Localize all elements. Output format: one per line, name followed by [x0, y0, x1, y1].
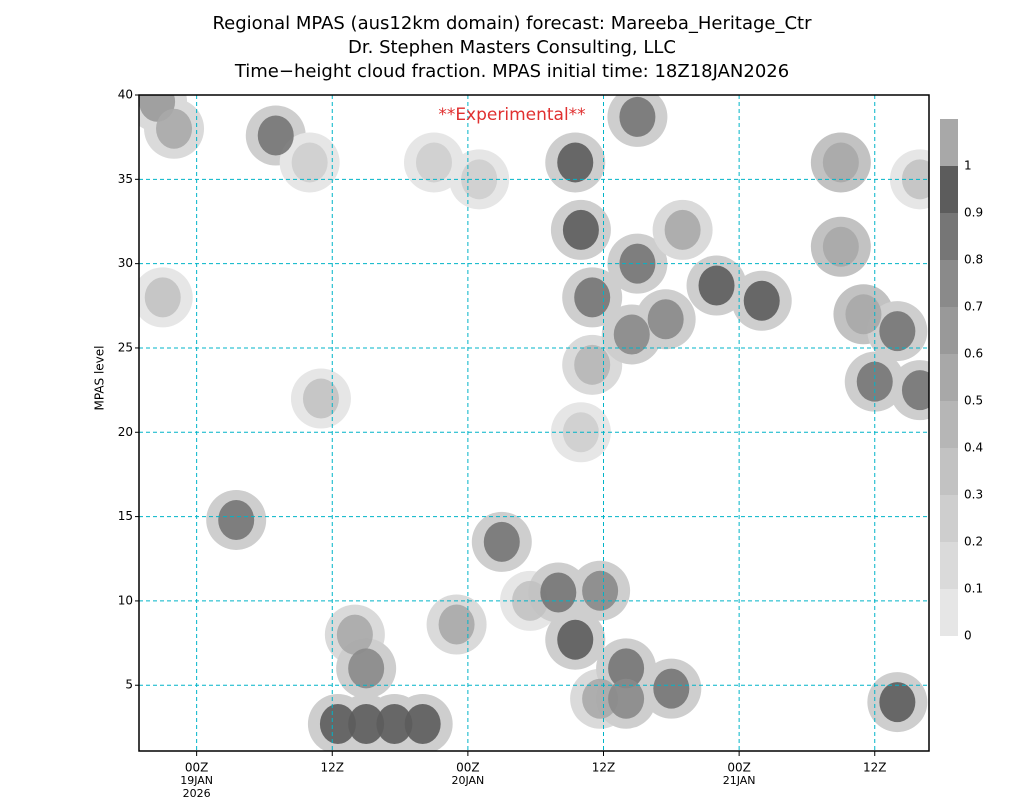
cloud-cell	[302, 378, 339, 419]
plot-frame	[138, 94, 930, 752]
x-date-label: 20JAN	[451, 774, 484, 787]
cloud-cell	[856, 361, 893, 402]
colorbar-label: 0.5	[964, 394, 983, 408]
cloud-cell	[562, 209, 599, 250]
cloud-cell	[743, 280, 780, 321]
colorbar-swatch	[940, 542, 958, 589]
cloud-cell	[879, 682, 916, 723]
y-tick-label: 35	[118, 172, 133, 186]
cloud-cell	[619, 96, 656, 137]
colorbar-label: 0.4	[964, 441, 983, 455]
y-tick-label: 40	[118, 88, 133, 102]
colorbar-swatch	[940, 213, 958, 260]
x-tick-label: 00Z	[456, 761, 480, 775]
y-tick-label: 5	[125, 678, 133, 692]
colorbar-swatch	[940, 260, 958, 307]
cloud-cell	[144, 277, 181, 318]
cloud-cell	[348, 704, 385, 745]
x-date-label: 21JAN	[723, 774, 756, 787]
colorbar-swatch	[940, 307, 958, 354]
cloud-cell	[582, 678, 619, 719]
cloud-cell	[698, 265, 735, 306]
colorbar-label: 0.1	[964, 582, 983, 596]
y-tick-label: 10	[118, 593, 133, 607]
cloud-cell	[376, 704, 413, 745]
cloud-cell	[348, 648, 385, 689]
cloud-cell	[608, 648, 645, 689]
x-tick-label: 12Z	[863, 761, 887, 775]
x-date-label: 19JAN	[180, 774, 213, 787]
annotation: **Experimental**	[438, 105, 585, 125]
cloud-cell	[415, 142, 452, 183]
y-tick-label: 15	[118, 509, 133, 523]
colorbar-label: 0.8	[964, 253, 983, 267]
cloud-cell	[257, 115, 294, 156]
cloud-cell	[608, 678, 645, 719]
chart-title: Regional MPAS (aus12km domain) forecast:…	[212, 13, 812, 34]
cloud-cell	[574, 277, 611, 318]
colorbar-label: 0	[964, 629, 972, 643]
cloud-cell	[879, 311, 916, 352]
cloud-cell	[845, 294, 882, 335]
cloud-cell	[901, 370, 929, 411]
cloud-cell	[901, 159, 929, 200]
colorbar-label: 0.6	[964, 347, 983, 361]
y-axis-label: MPAS level	[93, 346, 107, 411]
colorbar-swatch	[940, 166, 958, 213]
colorbar-label: 0.3	[964, 488, 983, 502]
chart-subtitle: Time−height cloud fraction. MPAS initial…	[234, 61, 789, 82]
cloud-cell	[218, 499, 255, 540]
cloud-cell	[653, 668, 690, 709]
x-tick-label: 00Z	[185, 761, 209, 775]
cloud-cell	[512, 580, 549, 621]
cloud-cell	[404, 704, 441, 745]
cloud-cell	[647, 299, 684, 340]
x-date-label: 2026	[183, 787, 211, 800]
colorbar-swatch	[940, 354, 958, 401]
x-tick-label: 00Z	[727, 761, 751, 775]
colorbar-swatch	[940, 448, 958, 495]
colorbar-label: 0.9	[964, 206, 983, 220]
colorbar-label: 1	[964, 159, 972, 173]
cloud-cell	[613, 314, 650, 355]
cloud-cell	[557, 619, 594, 660]
cloud-cell	[319, 704, 356, 745]
y-tick-label: 25	[118, 340, 133, 354]
colorbar-swatch	[940, 589, 958, 636]
cloud-cell	[540, 572, 577, 613]
cloud-cell	[557, 142, 594, 183]
cloud-cell	[291, 142, 328, 183]
y-tick-label: 30	[118, 256, 133, 270]
colorbar-label: 0.2	[964, 535, 983, 549]
colorbar-swatch	[940, 119, 958, 166]
cloud-cell	[582, 570, 619, 611]
cloud-cell	[336, 614, 373, 655]
y-tick-label: 20	[118, 425, 133, 439]
x-tick-label: 12Z	[592, 761, 616, 775]
colorbar-label: 0.7	[964, 300, 983, 314]
cloud-cell	[156, 108, 193, 149]
colorbar-swatch	[940, 401, 958, 448]
cloud-cell	[461, 159, 498, 200]
cloud-cell	[822, 142, 859, 183]
chart-subtitle: Dr. Stephen Masters Consulting, LLC	[348, 37, 676, 58]
x-tick-label: 12Z	[321, 761, 345, 775]
cloud-cell	[822, 226, 859, 267]
colorbar-swatch	[940, 495, 958, 542]
cloud-cell	[574, 344, 611, 385]
cloud-cell	[483, 521, 520, 562]
cloud-cell	[664, 209, 701, 250]
field	[139, 95, 929, 751]
cloud-cell	[438, 604, 475, 645]
